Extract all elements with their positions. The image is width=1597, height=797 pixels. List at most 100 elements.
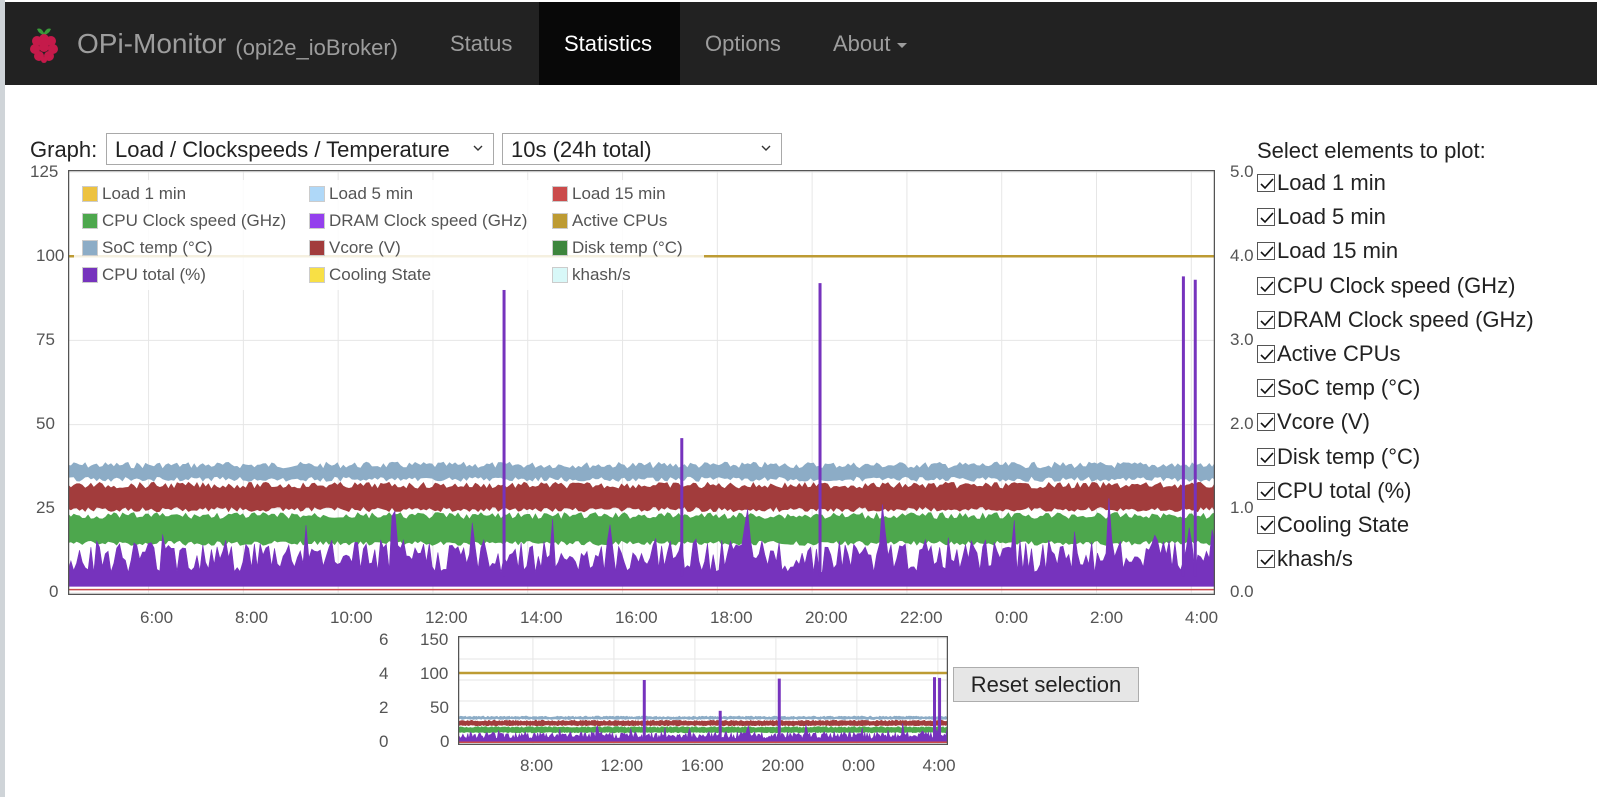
y-left-tick: 100	[36, 246, 65, 265]
brand[interactable]: OPi-Monitor (opi2e_ioBroker)	[27, 2, 398, 85]
chevron-down-icon	[473, 145, 483, 151]
interval-select[interactable]: 10s (24h total)	[502, 133, 782, 165]
legend-swatch	[82, 186, 98, 202]
legend-item: CPU total (%)	[82, 265, 206, 285]
overview-chart[interactable]	[458, 636, 948, 745]
y-right-tick: 1.0	[1230, 498, 1254, 517]
legend-label: Load 1 min	[102, 184, 187, 203]
legend-item: CPU Clock speed (GHz)	[82, 211, 286, 231]
legend-label: Load 15 min	[572, 184, 666, 203]
legend-label: CPU Clock speed (GHz)	[102, 211, 287, 230]
checkbox[interactable]	[1257, 276, 1275, 295]
checkbox-label: DRAM Clock speed (GHz)	[1277, 306, 1534, 332]
x-tick: 6:00	[140, 608, 174, 627]
plot-toggle[interactable]: Load 15 min	[1257, 238, 1398, 264]
x-tick: 0:00	[995, 608, 1029, 627]
overview-y-left-tick: 0	[379, 732, 389, 751]
legend-item: Load 15 min	[552, 184, 666, 204]
overview-x-tick: 0:00	[842, 756, 876, 775]
legend-label: Disk temp (°C)	[572, 238, 683, 257]
series-cpu-total	[68, 498, 1215, 587]
series-band	[68, 512, 1215, 546]
graph-label: Graph:	[30, 137, 98, 162]
brand-host: (opi2e_ioBroker)	[235, 34, 399, 60]
overview-y-right-tick: 150	[420, 630, 449, 649]
plot-toggle[interactable]: Load 5 min	[1257, 204, 1386, 230]
overview-y-right-tick: 100	[420, 664, 449, 683]
navbar: OPi-Monitor (opi2e_ioBroker) Status Stat…	[5, 2, 1597, 85]
checkbox[interactable]	[1257, 413, 1275, 432]
y-right-tick: 4.0	[1230, 246, 1254, 265]
legend-swatch	[309, 240, 325, 256]
graph-type-select[interactable]: Load / Clockspeeds / Temperature	[106, 133, 494, 165]
plot-toggle[interactable]: Vcore (V)	[1257, 409, 1370, 435]
plot-toggle[interactable]: CPU total (%)	[1257, 478, 1411, 504]
plot-toggle[interactable]: Load 1 min	[1257, 170, 1386, 196]
chart-legend: Load 1 min Load 5 min Load 15 min CPU Clock…	[74, 180, 704, 290]
overview-y-left-tick: 4	[379, 664, 389, 683]
plot-toggle[interactable]: CPU Clock speed (GHz)	[1257, 273, 1515, 299]
legend-item: Vcore (V)	[309, 238, 401, 258]
plot-toggle[interactable]: SoC temp (°C)	[1257, 375, 1420, 401]
checkbox-label: SoC temp (°C)	[1277, 375, 1421, 401]
checkbox-label: khash/s	[1277, 546, 1353, 572]
plot-background	[458, 636, 948, 745]
legend-item: Load 5 min	[309, 184, 413, 204]
x-tick: 8:00	[235, 608, 269, 627]
reset-selection-button[interactable]: Reset selection	[953, 667, 1139, 702]
legend-label: khash/s	[572, 265, 631, 284]
chevron-down-icon	[761, 145, 771, 151]
nav-options[interactable]: Options	[705, 31, 781, 56]
checkbox-label: Load 5 min	[1277, 204, 1386, 230]
legend-swatch	[82, 267, 98, 283]
legend-label: CPU total (%)	[102, 265, 206, 284]
checkbox-label: CPU Clock speed (GHz)	[1277, 272, 1516, 298]
series-cpu-total	[458, 723, 948, 742]
plot-toggle[interactable]: Active CPUs	[1257, 341, 1400, 367]
legend-swatch	[552, 267, 568, 283]
interval-value: 10s (24h total)	[511, 137, 652, 162]
nav-statistics[interactable]: Statistics	[539, 2, 680, 85]
y-left-tick: 125	[30, 162, 59, 181]
checkbox[interactable]	[1257, 208, 1275, 227]
y-right-tick: 0.0	[1230, 582, 1254, 601]
checkbox[interactable]	[1257, 550, 1275, 569]
checkbox[interactable]	[1257, 242, 1275, 261]
checkbox[interactable]	[1257, 447, 1275, 466]
checkbox[interactable]	[1257, 345, 1275, 363]
checkbox[interactable]	[1257, 516, 1275, 534]
legend-item: Disk temp (°C)	[552, 238, 683, 258]
x-tick: 2:00	[1090, 608, 1124, 627]
checkbox[interactable]	[1257, 379, 1275, 398]
overview-x-tick: 8:00	[520, 756, 554, 775]
series-band	[458, 726, 948, 734]
legend-swatch	[552, 240, 568, 256]
legend-item: Cooling State	[309, 265, 431, 285]
legend-swatch	[309, 213, 325, 229]
panel-title: Select elements to plot:	[1257, 138, 1486, 163]
legend-item: SoC temp (°C)	[82, 238, 213, 258]
checkbox-label: CPU total (%)	[1277, 477, 1412, 503]
series-band	[458, 719, 948, 727]
x-tick: 18:00	[710, 608, 753, 627]
legend-item: khash/s	[552, 265, 631, 285]
checkbox-label: Load 1 min	[1277, 170, 1386, 195]
nav-status[interactable]: Status	[450, 31, 513, 56]
series-band	[68, 461, 1215, 482]
plot-toggle[interactable]: DRAM Clock speed (GHz)	[1257, 307, 1534, 333]
x-tick: 10:00	[330, 608, 373, 627]
nav-about[interactable]: About	[808, 2, 932, 85]
overview-y-right-tick: 0	[440, 732, 450, 751]
legend-label: Cooling State	[329, 265, 432, 284]
checkbox[interactable]	[1257, 481, 1275, 500]
window-frame	[0, 0, 5, 797]
checkbox[interactable]	[1257, 310, 1275, 329]
brand-name: OPi-Monitor	[77, 27, 227, 59]
checkbox-label: Load 15 min	[1277, 238, 1399, 264]
legend-swatch	[552, 186, 568, 202]
plot-toggle[interactable]: khash/s	[1257, 546, 1353, 572]
plot-toggle[interactable]: Disk temp (°C)	[1257, 444, 1420, 470]
checkbox[interactable]	[1257, 174, 1275, 192]
legend-label: Vcore (V)	[329, 238, 401, 257]
plot-toggle[interactable]: Cooling State	[1257, 512, 1409, 538]
